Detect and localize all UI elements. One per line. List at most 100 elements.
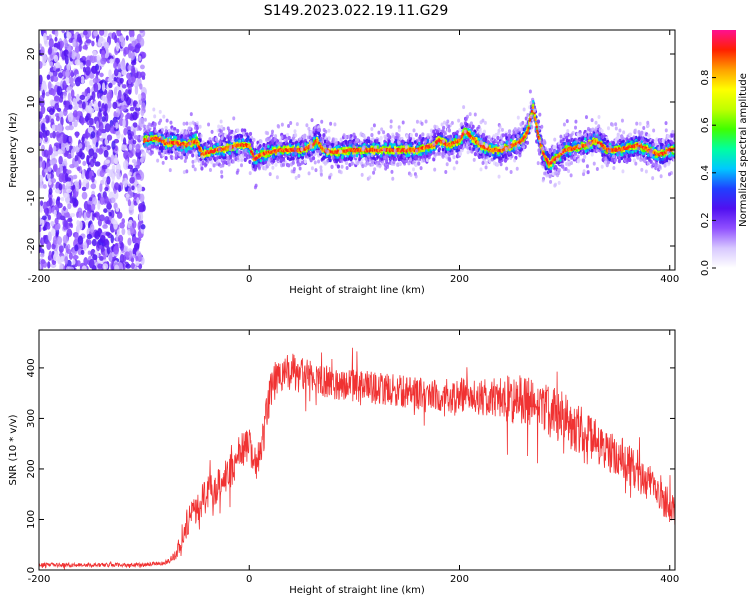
heatmap-cell	[496, 135, 500, 141]
heatmap-cell	[56, 67, 60, 72]
heatmap-cell	[67, 53, 72, 58]
heatmap-cell	[110, 209, 115, 219]
heatmap-cell	[140, 92, 146, 102]
heatmap-cell	[563, 157, 567, 161]
heatmap-cell	[39, 98, 45, 108]
heatmap-cell	[48, 197, 53, 206]
heatmap-cell	[109, 92, 113, 99]
heatmap-cell	[127, 64, 132, 71]
heatmap-cell	[54, 250, 58, 258]
heatmap-cell	[92, 50, 97, 57]
heatmap-cell	[125, 263, 132, 269]
heatmap-cell	[236, 128, 240, 133]
heatmap-cell	[122, 30, 128, 33]
heatmap-cell	[81, 55, 87, 62]
heatmap-cell	[53, 76, 59, 82]
heatmap-cell	[76, 93, 80, 102]
heatmap-cell	[57, 202, 63, 209]
heatmap-cell	[548, 174, 552, 179]
heatmap-cell	[98, 245, 103, 250]
heatmap-cell	[456, 130, 459, 134]
heatmap-cell	[83, 211, 87, 222]
heatmap-cell	[628, 132, 632, 137]
heatmap-cell	[212, 163, 216, 168]
heatmap-cell	[88, 148, 95, 157]
heatmap-cell	[104, 186, 109, 192]
heatmap-cell	[119, 77, 124, 84]
heatmap-cell	[65, 77, 70, 85]
heatmap-cell	[39, 174, 44, 183]
heatmap-cell	[617, 159, 621, 164]
heatmap-cell	[128, 171, 132, 176]
heatmap-cell	[52, 145, 57, 152]
heatmap-cell	[103, 239, 110, 248]
heatmap-cell	[52, 235, 57, 245]
heatmap-cell	[67, 86, 73, 91]
heatmap-cell	[97, 100, 102, 108]
heatmap-cell	[90, 203, 96, 211]
heatmap-cell	[59, 40, 65, 49]
heatmap-cell	[124, 251, 130, 258]
heatmap-cell	[366, 161, 370, 166]
heatmap-cell	[134, 85, 139, 96]
heatmap-cell	[484, 137, 488, 141]
heatmap-cell	[57, 41, 61, 50]
heatmap-cell	[125, 89, 129, 95]
heatmap-cell	[458, 151, 462, 156]
heatmap-cell	[53, 54, 59, 63]
heatmap-cell	[303, 133, 307, 138]
heatmap-cell	[112, 101, 118, 110]
heatmap-cell	[43, 168, 49, 173]
heatmap-cell	[121, 84, 127, 89]
heatmap-cell	[43, 208, 48, 214]
heatmap-cell	[52, 130, 57, 139]
heatmap-cell	[60, 116, 64, 126]
heatmap-cell	[40, 200, 44, 207]
heatmap-cell	[132, 122, 138, 128]
heatmap-cell	[46, 74, 51, 80]
heatmap-cell	[47, 231, 52, 242]
heatmap-cell	[81, 182, 87, 187]
heatmap-cell	[113, 112, 119, 118]
heatmap-cell	[663, 163, 667, 168]
heatmap-cell	[318, 133, 322, 138]
heatmap-cell	[438, 147, 441, 151]
heatmap-cell	[128, 30, 135, 37]
heatmap-cell	[53, 165, 57, 171]
heatmap-cell	[317, 127, 321, 132]
heatmap-cell	[94, 106, 98, 112]
heatmap-cell	[331, 142, 335, 147]
heatmap-cell	[258, 144, 262, 148]
heatmap-cell	[39, 252, 45, 258]
heatmap-cell	[48, 108, 55, 115]
heatmap-cell	[132, 67, 136, 77]
heatmap-cell	[69, 163, 76, 169]
heatmap-cell	[76, 166, 81, 172]
heatmap-cell	[99, 72, 104, 78]
heatmap-cell	[74, 45, 80, 54]
heatmap-cell	[90, 183, 97, 190]
heatmap-cell	[85, 171, 91, 179]
heatmap-cell	[101, 116, 106, 122]
heatmap-cell	[91, 175, 95, 183]
heatmap-cell	[77, 235, 84, 245]
heatmap-cell	[262, 143, 266, 147]
figure-title: S149.2023.022.19.11.G29	[264, 3, 449, 19]
heatmap-cell	[136, 103, 140, 109]
heatmap-cell	[49, 61, 54, 67]
heatmap-cell	[127, 132, 133, 141]
heatmap-cell	[102, 263, 109, 270]
heatmap-cell	[47, 81, 52, 91]
heatmap-cell	[370, 133, 374, 138]
heatmap-cell	[132, 253, 136, 259]
heatmap-cell	[105, 159, 111, 164]
heatmap-cell	[139, 193, 145, 203]
heatmap-cell	[41, 218, 45, 228]
heatmap-cell	[66, 188, 72, 194]
heatmap-cell	[75, 132, 79, 138]
heatmap-cell	[60, 196, 65, 202]
heatmap-cell	[54, 36, 58, 42]
heatmap-cell	[42, 201, 48, 211]
heatmap-cell	[291, 160, 295, 165]
heatmap-cell	[122, 118, 126, 128]
